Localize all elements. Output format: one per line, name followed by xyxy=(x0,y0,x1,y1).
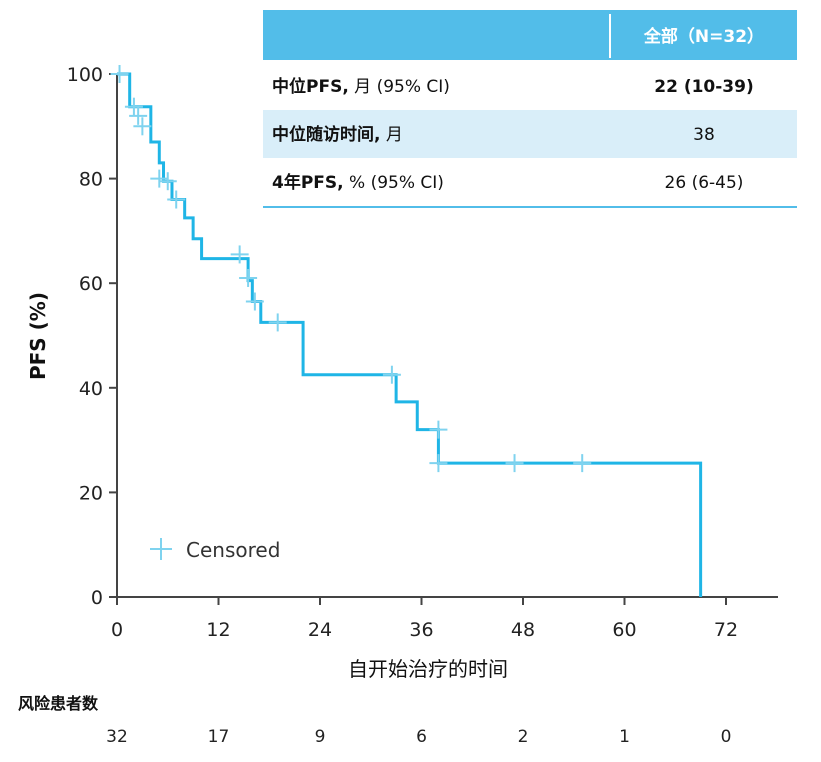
y-axis-title: PFS (%) xyxy=(26,292,50,380)
censor-mark xyxy=(573,454,592,473)
legend-group: Censored xyxy=(150,538,280,562)
x-tick-label: 60 xyxy=(612,619,636,641)
censor-mark xyxy=(239,268,258,287)
table-row-label: 中位PFS, 月 (95% CI) xyxy=(272,76,450,97)
censor-mark xyxy=(429,420,448,439)
risk-table-value: 9 xyxy=(315,727,326,747)
curve-group xyxy=(117,72,703,597)
table-row-bg xyxy=(263,110,797,158)
risk-table-value: 0 xyxy=(721,727,732,747)
table-row-label-rest: % (95% CI) xyxy=(344,173,444,193)
y-tick-label: 0 xyxy=(91,587,103,609)
censor-mark xyxy=(167,190,186,209)
censor-mark xyxy=(230,245,249,264)
table-row-value: 22 (10-39) xyxy=(654,77,754,97)
risk-table-value: 32 xyxy=(106,727,128,747)
censor-mark xyxy=(124,97,143,116)
y-tick-label: 60 xyxy=(79,273,103,295)
y-tick-label: 80 xyxy=(79,169,103,191)
x-tick-label: 48 xyxy=(511,619,535,641)
risk-table-value: 17 xyxy=(208,727,230,747)
risk-table-value: 1 xyxy=(619,727,630,747)
x-tick-label: 0 xyxy=(111,619,123,641)
censor-marks-group xyxy=(110,65,592,473)
censor-mark xyxy=(505,454,524,473)
table-header-bg xyxy=(263,10,797,60)
table-header-label: 全部（N=32） xyxy=(643,26,764,47)
y-tick-label: 100 xyxy=(67,64,103,86)
censor-mark xyxy=(268,313,287,332)
y-tick-label: 40 xyxy=(79,378,103,400)
censor-mark xyxy=(429,454,448,473)
table-row-value: 26 (6-45) xyxy=(665,173,744,193)
table-row-value: 38 xyxy=(693,125,715,145)
x-tick-label: 36 xyxy=(409,619,433,641)
x-axis-title: 自开始治疗的时间 xyxy=(348,657,508,681)
axes-group: 0 20 40 60 80 100 0 12 24 36 48 60 72 自开始治疗的时间 PFS (%) xyxy=(26,64,778,681)
risk-table-value: 6 xyxy=(416,727,427,747)
table-row-label-bold: 中位随访时间, xyxy=(272,124,380,145)
table-row-label-bold: 中位PFS, xyxy=(272,76,349,97)
x-tick-label: 24 xyxy=(308,619,332,641)
table-row-label: 4年PFS, % (95% CI) xyxy=(272,172,444,193)
summary-table-group: 全部（N=32） 中位PFS, 月 (95% CI) 22 (10-39) 中位随访时… xyxy=(263,10,797,208)
x-tick-label: 12 xyxy=(206,619,230,641)
censor-mark xyxy=(150,169,169,188)
km-curve-series-0 xyxy=(117,72,703,597)
table-row-label-bold: 4年PFS, xyxy=(272,172,344,193)
legend-label: Censored xyxy=(186,538,280,562)
legend-censor-symbol xyxy=(150,538,172,560)
risk-table-title: 风险患者数 xyxy=(18,694,99,713)
x-tick-label: 72 xyxy=(714,619,738,641)
risk-table-value: 2 xyxy=(518,727,529,747)
censor-mark xyxy=(133,117,152,136)
risk-table-group: 风险患者数 32 17 9 6 2 1 0 xyxy=(18,694,731,747)
table-row-label: 中位随访时间, 月 xyxy=(272,124,403,145)
censor-mark xyxy=(382,365,401,384)
table-row-label-rest: 月 xyxy=(380,125,402,145)
table-row-label-rest: 月 (95% CI) xyxy=(349,77,450,97)
censor-mark xyxy=(110,65,129,83)
censor-mark xyxy=(129,106,148,125)
censor-mark xyxy=(158,172,177,191)
censor-mark xyxy=(245,292,264,311)
y-tick-label: 20 xyxy=(79,482,103,504)
